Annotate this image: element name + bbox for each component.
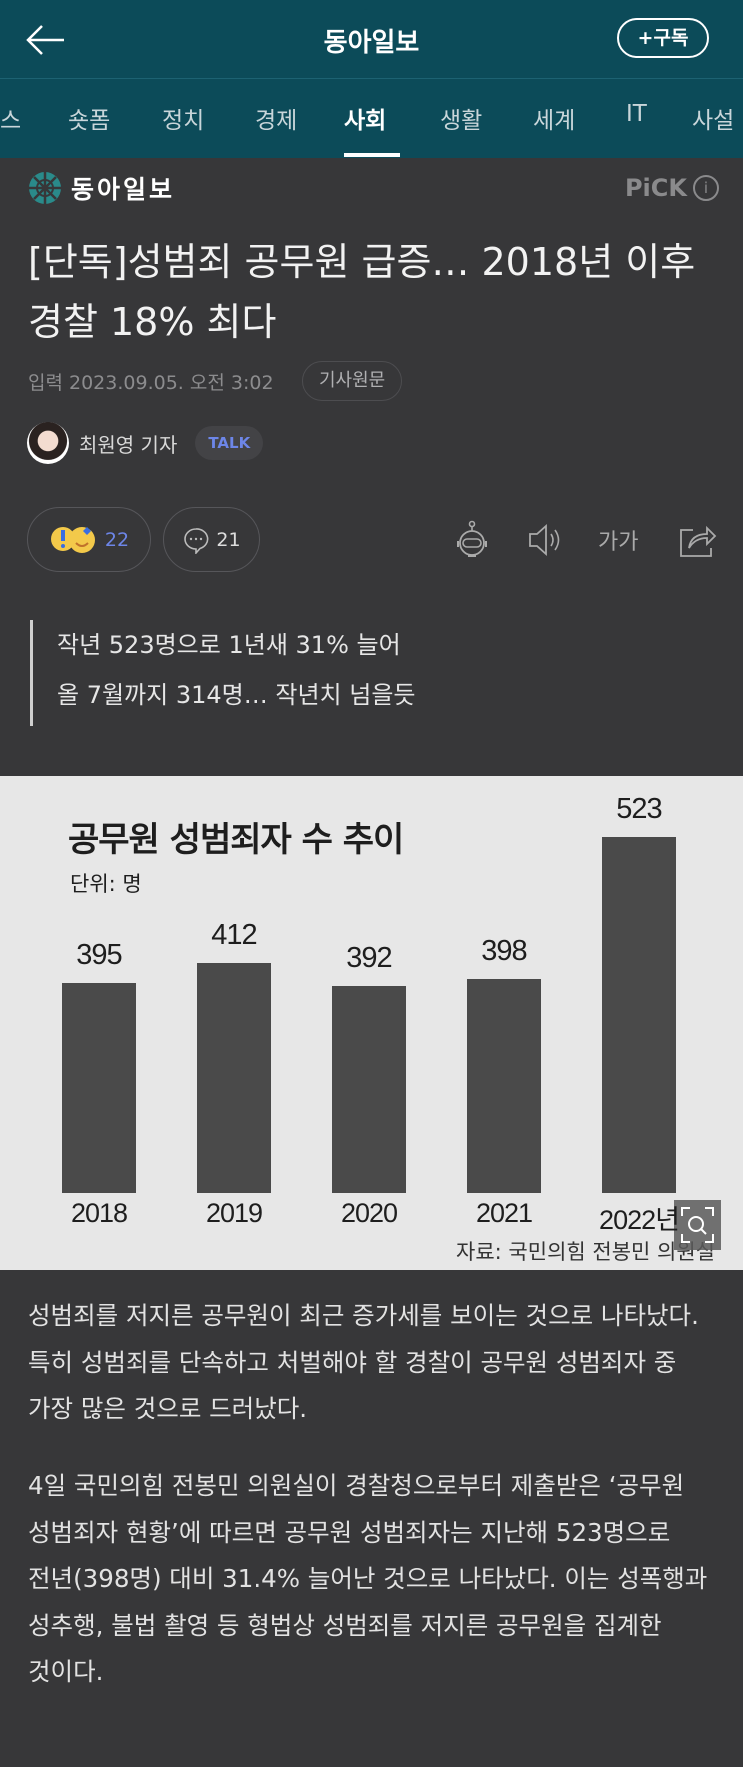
font-size-button[interactable]: 가가	[598, 530, 639, 555]
chart-unit: 단위: 명	[70, 872, 142, 896]
avatar[interactable]	[27, 422, 69, 464]
subscribe-button[interactable]: +구독	[617, 18, 709, 58]
value-label: 523	[616, 793, 662, 825]
author-row[interactable]: 최원영 기자 TALK	[27, 422, 264, 464]
value-label: 395	[76, 938, 122, 971]
pick-badge[interactable]: PiCK i	[625, 174, 719, 202]
publisher-name: 동아일보	[71, 175, 176, 204]
original-article-button[interactable]: 기사원문	[302, 361, 403, 401]
magnifier-icon	[681, 1207, 714, 1243]
tab-6[interactable]: 세계	[533, 108, 576, 134]
year-label: 2018	[70, 1198, 128, 1228]
category-tabs: 스 숏폼 정치 경제 사회 생활 세계 IT 사설	[0, 79, 743, 158]
tab-7[interactable]: IT	[626, 101, 647, 127]
pick-label: PiCK	[624, 174, 687, 202]
tab-5[interactable]: 생활	[440, 108, 483, 134]
year-label: 2021	[475, 1198, 533, 1228]
publisher-logo[interactable]: 동아일보	[27, 170, 175, 206]
app-header: 동아일보 +구독	[0, 0, 743, 79]
value-label: 398	[481, 935, 527, 968]
article-summary: 작년 523명으로 1년새 31% 늘어 올 7월까지 314명… 작년치 넘을…	[30, 620, 415, 726]
value-label: 412	[211, 919, 257, 952]
summary-line: 작년 523명으로 1년새 31% 늘어	[57, 631, 401, 659]
year-label: 2020	[340, 1198, 398, 1228]
tab-1[interactable]: 숏폼	[68, 108, 111, 134]
tab-0[interactable]: 스	[0, 108, 22, 134]
talk-badge[interactable]: TALK	[195, 426, 264, 460]
chart-source: 자료: 국민의힘 전봉민 의원실	[456, 1240, 715, 1264]
bar-2022년	[602, 837, 676, 1193]
chart-title: 공무원 성범죄자 수 추이	[68, 820, 404, 860]
info-icon[interactable]: i	[693, 175, 719, 201]
bar-2020	[332, 985, 406, 1193]
ai-robot-icon[interactable]	[452, 520, 492, 560]
tab-2[interactable]: 정치	[162, 108, 205, 134]
bar-2021	[467, 979, 541, 1193]
article-date: 입력 2023.09.05. 오전 3:02	[28, 372, 274, 394]
article-paragraph: 성범죄를 저지른 공무원이 최근 증가세를 보이는 것으로 나타났다. 특히 성…	[28, 1301, 699, 1423]
reaction-count: 22	[104, 528, 130, 551]
tab-4[interactable]: 사회	[344, 108, 387, 134]
comment-icon	[184, 527, 209, 554]
header-title: 동아일보	[323, 28, 420, 58]
active-tab-indicator	[344, 153, 400, 157]
article-paragraph: 4일 국민의힘 전봉민 의원실이 경찰청으로부터 제출받은 ‘공무원 성범죄자 …	[28, 1471, 708, 1686]
back-arrow-icon[interactable]	[24, 18, 68, 62]
year-label: 2019	[205, 1198, 263, 1228]
donga-emblem-icon	[29, 172, 61, 204]
tab-3[interactable]: 경제	[255, 108, 298, 134]
bar-2019	[197, 963, 271, 1193]
share-icon[interactable]	[677, 520, 717, 560]
value-label: 392	[346, 941, 392, 974]
year-label: 2022년	[599, 1205, 680, 1235]
reaction-emoji-icon	[50, 526, 95, 553]
tab-8[interactable]: 사설	[692, 108, 735, 134]
bar-2018	[62, 982, 136, 1193]
article-title: [단독]성범죄 공무원 급증… 2018년 이후 경찰 18% 최다	[28, 240, 696, 344]
reaction-button[interactable]: 22	[27, 507, 151, 572]
bar-chart-image[interactable]: 공무원 성범죄자 수 추이 단위: 명 자료: 국민의힘 전봉민 의원실 395…	[0, 776, 743, 1270]
speaker-icon[interactable]	[526, 520, 566, 560]
summary-line: 올 7월까지 314명… 작년치 넘을듯	[57, 681, 416, 709]
comment-button[interactable]: 21	[163, 507, 260, 572]
image-zoom-button[interactable]	[674, 1200, 721, 1250]
author-name[interactable]: 최원영 기자	[79, 432, 178, 457]
comment-count: 21	[216, 528, 241, 551]
